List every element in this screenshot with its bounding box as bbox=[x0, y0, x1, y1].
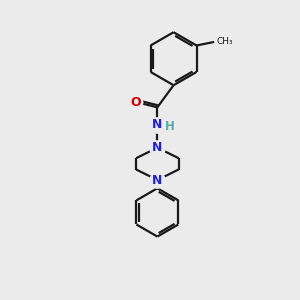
Text: CH₃: CH₃ bbox=[216, 38, 233, 46]
Text: N: N bbox=[152, 173, 163, 187]
Text: N: N bbox=[152, 141, 163, 154]
Text: N: N bbox=[152, 118, 163, 131]
Text: O: O bbox=[131, 95, 142, 109]
Text: H: H bbox=[165, 120, 175, 133]
